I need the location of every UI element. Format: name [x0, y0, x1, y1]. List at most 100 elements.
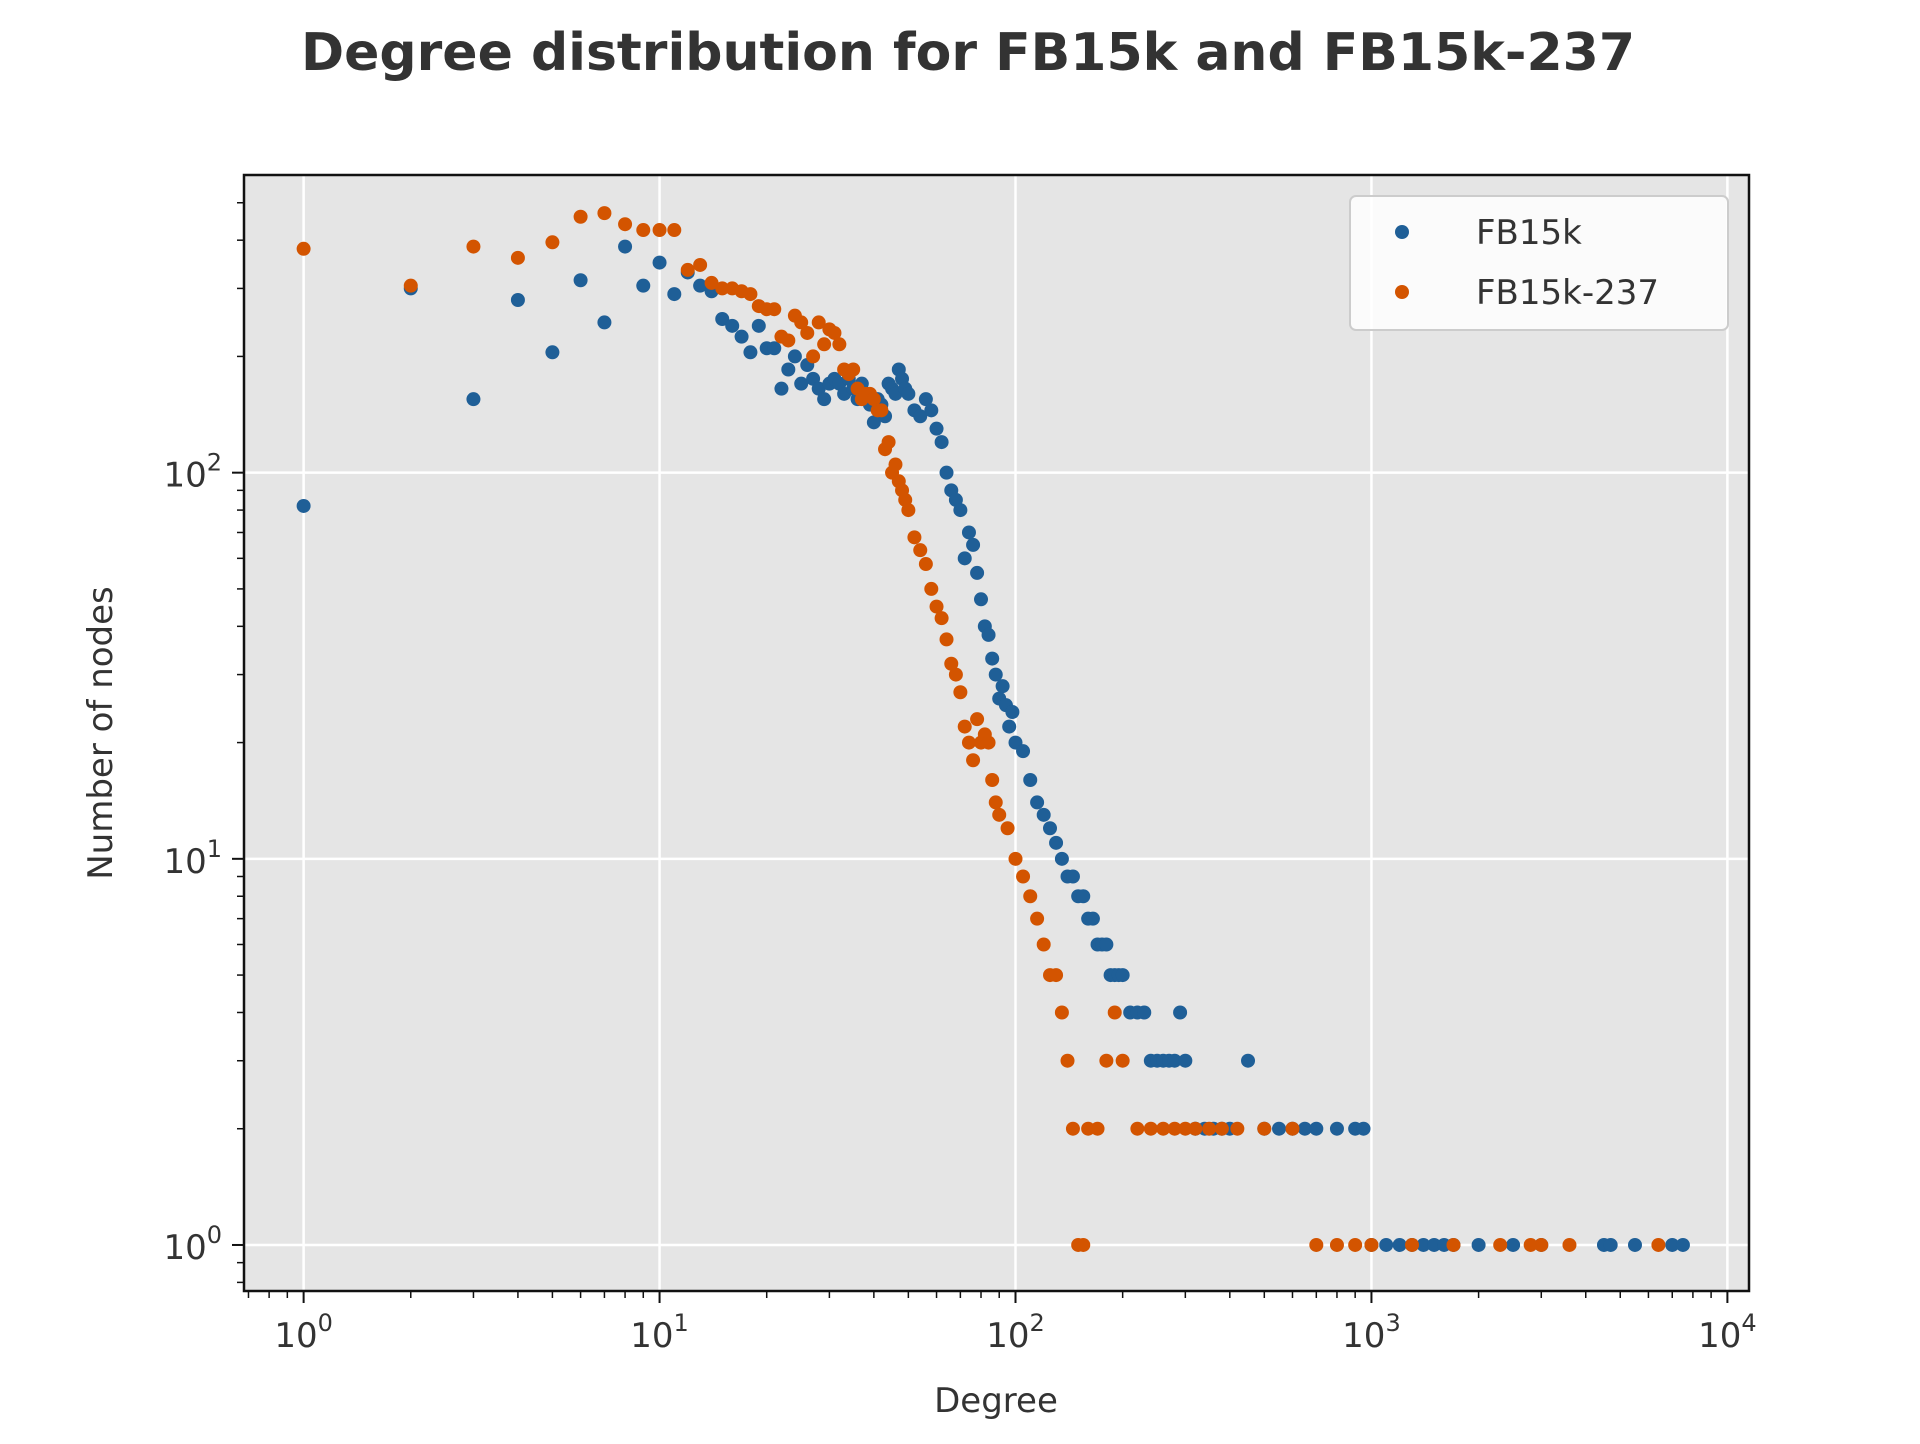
point-fb15k — [901, 386, 916, 401]
point-fb15k — [817, 392, 832, 407]
point-fb15k — [1241, 1053, 1256, 1068]
point-fb15k — [866, 415, 881, 430]
point-fb15k-237 — [1065, 1121, 1080, 1136]
point-fb15k-237 — [296, 241, 311, 256]
point-fb15k-237 — [704, 275, 719, 290]
point-fb15k — [1675, 1237, 1690, 1252]
point-fb15k-237 — [693, 257, 708, 272]
point-fb15k — [652, 255, 667, 270]
point-fb15k-237 — [1167, 1121, 1182, 1136]
point-fb15k-237 — [811, 315, 826, 330]
point-fb15k — [743, 345, 758, 360]
point-fb15k-237 — [881, 435, 896, 450]
x-tick-label: 102 — [986, 1309, 1045, 1356]
point-fb15k-237 — [1130, 1121, 1145, 1136]
point-fb15k — [1030, 795, 1045, 810]
point-fb15k-237 — [1257, 1121, 1272, 1136]
point-fb15k-237 — [1060, 1053, 1075, 1068]
point-fb15k-237 — [1099, 1053, 1114, 1068]
point-fb15k-237 — [1008, 851, 1023, 866]
point-fb15k-237 — [817, 337, 832, 352]
point-fb15k-237 — [981, 735, 996, 750]
point-fb15k-237 — [1188, 1121, 1203, 1136]
point-fb15k-237 — [715, 281, 730, 296]
point-fb15k — [974, 592, 989, 607]
point-fb15k-237 — [934, 611, 949, 626]
point-fb15k-237 — [1023, 889, 1038, 904]
point-fb15k — [1115, 968, 1130, 983]
point-fb15k-237 — [794, 315, 809, 330]
point-fb15k — [1329, 1121, 1344, 1136]
point-fb15k-237 — [1562, 1237, 1577, 1252]
point-fb15k-237 — [1000, 821, 1015, 836]
point-fb15k — [1065, 869, 1080, 884]
point-fb15k-237 — [1285, 1121, 1300, 1136]
point-fb15k — [1016, 744, 1031, 759]
point-fb15k — [1297, 1121, 1312, 1136]
point-fb15k-237 — [953, 685, 968, 700]
point-fb15k-237 — [597, 206, 612, 221]
legend-label-fb15k: FB15k — [1476, 213, 1582, 253]
point-fb15k-237 — [618, 217, 633, 232]
y-tick-label: 102 — [163, 449, 222, 496]
point-fb15k-237 — [944, 656, 959, 671]
plot-frame — [242, 173, 1751, 1293]
point-fb15k-237 — [966, 753, 981, 768]
x-tick-label: 104 — [1698, 1309, 1757, 1356]
point-fb15k — [715, 312, 730, 327]
point-fb15k-237 — [1329, 1237, 1344, 1252]
point-fb15k-237 — [832, 337, 847, 352]
data-points — [296, 206, 1690, 1252]
point-fb15k — [667, 287, 682, 302]
point-fb15k — [1506, 1237, 1521, 1252]
point-fb15k-237 — [767, 302, 782, 317]
point-fb15k-237 — [1651, 1237, 1666, 1252]
point-fb15k-237 — [1348, 1237, 1363, 1252]
point-fb15k — [1379, 1237, 1394, 1252]
point-fb15k-237 — [1178, 1121, 1193, 1136]
point-fb15k-237 — [1115, 1053, 1130, 1068]
point-fb15k-237 — [888, 457, 903, 472]
point-fb15k-237 — [1049, 968, 1064, 983]
point-fb15k-237 — [1493, 1237, 1508, 1252]
chart-title: Degree distribution for FB15k and FB15k-… — [301, 23, 1635, 83]
point-fb15k-237 — [1309, 1237, 1324, 1252]
point-fb15k — [957, 551, 972, 566]
point-fb15k-237 — [961, 735, 976, 750]
grid-lines — [244, 175, 1749, 1291]
point-fb15k-237 — [806, 349, 821, 364]
point-fb15k-237 — [573, 209, 588, 224]
point-fb15k-237 — [636, 223, 651, 238]
point-fb15k — [1603, 1237, 1618, 1252]
point-fb15k — [929, 421, 944, 436]
point-fb15k-237 — [1107, 1005, 1122, 1020]
y-tick-label: 100 — [163, 1221, 222, 1268]
point-fb15k — [1005, 705, 1020, 720]
point-fb15k — [924, 403, 939, 418]
point-fb15k — [913, 409, 928, 424]
point-fb15k — [774, 381, 789, 396]
point-fb15k-237 — [957, 719, 972, 734]
point-fb15k-237 — [924, 581, 939, 596]
point-fb15k — [1173, 1005, 1188, 1020]
point-fb15k-237 — [1036, 937, 1051, 952]
point-fb15k — [1471, 1237, 1486, 1252]
point-fb15k — [970, 565, 985, 580]
point-fb15k — [1076, 889, 1091, 904]
point-fb15k-237 — [866, 392, 881, 407]
point-fb15k-237 — [1202, 1121, 1217, 1136]
point-fb15k-237 — [510, 250, 525, 265]
point-fb15k — [1054, 851, 1069, 866]
point-fb15k — [1427, 1237, 1442, 1252]
point-fb15k — [995, 679, 1010, 694]
point-fb15k-237 — [1030, 911, 1045, 926]
point-fb15k-237 — [985, 772, 1000, 787]
point-fb15k — [985, 651, 1000, 666]
point-fb15k — [296, 498, 311, 513]
point-fb15k — [1085, 911, 1100, 926]
point-fb15k-237 — [907, 530, 922, 545]
point-fb15k — [1043, 821, 1058, 836]
point-fb15k — [1002, 719, 1017, 734]
